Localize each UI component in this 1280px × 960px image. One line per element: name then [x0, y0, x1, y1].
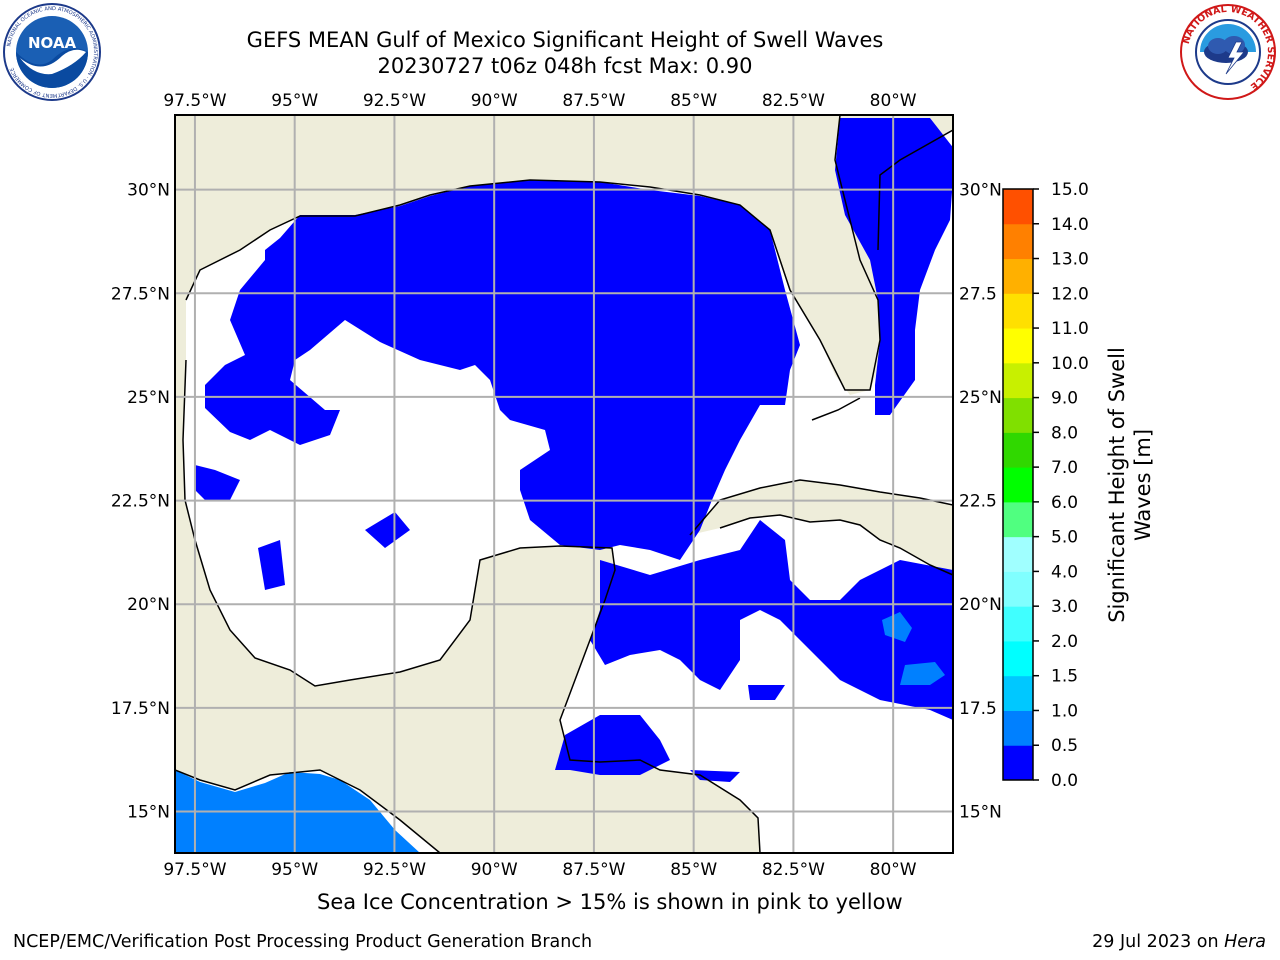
lon-label: 92.5°W [363, 860, 426, 880]
lon-label: 87.5°W [562, 91, 625, 111]
colorbar-tick-label: 12.0 [1051, 284, 1089, 304]
graticule [175, 115, 953, 853]
footer-date: 29 Jul 2023 on Hera [1092, 932, 1266, 952]
colorbar-tick-label: 7.0 [1051, 458, 1078, 478]
lon-label: 90°W [471, 91, 518, 111]
colorbar-tick-label: 6.0 [1051, 493, 1078, 513]
colorbar-tick-label: 13.0 [1051, 250, 1089, 270]
map-frame [174, 114, 954, 854]
lat-label: 25°N [127, 388, 170, 408]
lon-label: 82.5°W [762, 91, 825, 111]
colorbar-tick-label: 14.0 [1051, 215, 1089, 235]
lon-label: 87.5°W [562, 860, 625, 880]
lon-labels-top: 97.5°W 95°W 92.5°W 90°W 87.5°W 85°W 82.5°W 80°W [163, 91, 916, 111]
colorbar-swatch [1003, 501, 1033, 538]
colorbar-tick-label: 9.0 [1051, 389, 1078, 409]
colorbar-tick-label: 5.0 [1051, 528, 1078, 548]
lat-label: 17.5 [959, 699, 997, 719]
cuba-land [690, 480, 953, 575]
footer-date-text: 29 Jul 2023 on [1092, 932, 1225, 952]
colorbar-tick-label: 8.0 [1051, 423, 1078, 443]
noaa-logo-text: NOAA [28, 34, 77, 52]
colorbar-swatch [1003, 362, 1033, 399]
colorbar-tick-label: 1.0 [1051, 701, 1078, 721]
lat-label: 20°N [127, 595, 170, 615]
lat-label: 22.5°N [111, 492, 170, 512]
florida-land [760, 115, 953, 395]
colorbar-ticks: 0.0 0.5 1.0 1.5 2.0 3.0 4.0 5.0 6.0 7.0 8.0 9.0 10.0… [1033, 180, 1089, 791]
colorbar-swatch [1003, 571, 1033, 607]
lon-label: 85°W [670, 91, 717, 111]
colorbar-label-line1: Significant Height of Swell [1105, 347, 1129, 623]
lat-label: 27.5 [959, 284, 997, 304]
lat-label: 25°N [959, 388, 1002, 408]
colorbar-swatch [1003, 467, 1033, 503]
colorbar-swatch [1003, 328, 1033, 364]
colorbar-swatch [1003, 189, 1033, 225]
lon-label: 95°W [271, 91, 318, 111]
lon-label: 80°W [870, 91, 917, 111]
colorbar-swatch [1003, 710, 1033, 746]
lat-label: 15°N [959, 803, 1002, 823]
nws-logo-icon: NATIONAL WEATHER SERVICE [1180, 4, 1276, 100]
colorbar-tick-label: 1.5 [1051, 667, 1078, 687]
lon-label: 97.5°W [163, 860, 226, 880]
lat-labels-right: 30°N 27.5 25°N 22.5 20°N 17.5 15°N [959, 181, 1002, 823]
colorbar-swatch [1003, 432, 1033, 468]
lat-label: 17.5°N [111, 699, 170, 719]
coastlines [175, 115, 953, 853]
colorbar-swatch [1003, 745, 1033, 781]
lon-label: 90°W [471, 860, 518, 880]
colorbar-swatch [1003, 397, 1033, 433]
footer-host: Hera [1224, 932, 1266, 952]
colorbar-tick-label: 0.0 [1051, 771, 1078, 791]
colorbar-tick-label: 10.0 [1051, 354, 1089, 374]
colorbar-swatch [1003, 258, 1033, 294]
lon-label: 85°W [670, 860, 717, 880]
lat-label: 15°N [127, 803, 170, 823]
colorbar-tick-label: 4.0 [1051, 562, 1078, 582]
caption: Sea Ice Concentration > 15% is shown in … [317, 890, 903, 914]
colorbar-tick-label: 15.0 [1051, 180, 1089, 200]
chart-title: GEFS MEAN Gulf of Mexico Significant Hei… [246, 28, 884, 52]
lon-label: 95°W [271, 860, 318, 880]
lon-label: 82.5°W [762, 860, 825, 880]
colorbar-frame [1002, 188, 1034, 781]
lon-labels-bottom: 97.5°W 95°W 92.5°W 90°W 87.5°W 85°W 82.5°W 80°W [163, 860, 916, 880]
map-panel [175, 115, 953, 853]
lat-label: 30°N [959, 181, 1002, 201]
noaa-logo-icon: NOAA NATIONAL OCEANIC AND ATMOSPHERIC AD… [3, 3, 101, 101]
lon-label: 97.5°W [163, 91, 226, 111]
lat-label: 20°N [959, 595, 1002, 615]
colorbar [1003, 189, 1033, 781]
colorbar-swatch [1003, 293, 1033, 329]
lat-label: 30°N [127, 181, 170, 201]
colorbar-tick-label: 0.5 [1051, 736, 1078, 756]
colorbar-swatch [1003, 223, 1033, 260]
colorbar-tick-label: 2.0 [1051, 632, 1078, 652]
footer-credit: NCEP/EMC/Verification Post Processing Pr… [13, 932, 593, 952]
colorbar-tick-label: 3.0 [1051, 597, 1078, 617]
lat-labels-left: 30°N 27.5°N 25°N 22.5°N 20°N 17.5°N 15°N [111, 181, 170, 823]
colorbar-swatch [1003, 606, 1033, 642]
colorbar-swatch [1003, 536, 1033, 572]
lon-label: 92.5°W [363, 91, 426, 111]
lon-label: 80°W [870, 860, 917, 880]
chart-subtitle: 20230727 t06z 048h fcst Max: 0.90 [377, 54, 753, 78]
lat-label: 22.5 [959, 492, 997, 512]
colorbar-tick-label: 11.0 [1051, 319, 1089, 339]
colorbar-swatch [1003, 675, 1033, 711]
colorbar-swatch [1003, 640, 1033, 677]
colorbar-label-line2: Waves [m] [1131, 429, 1155, 541]
lat-label: 27.5°N [111, 284, 170, 304]
